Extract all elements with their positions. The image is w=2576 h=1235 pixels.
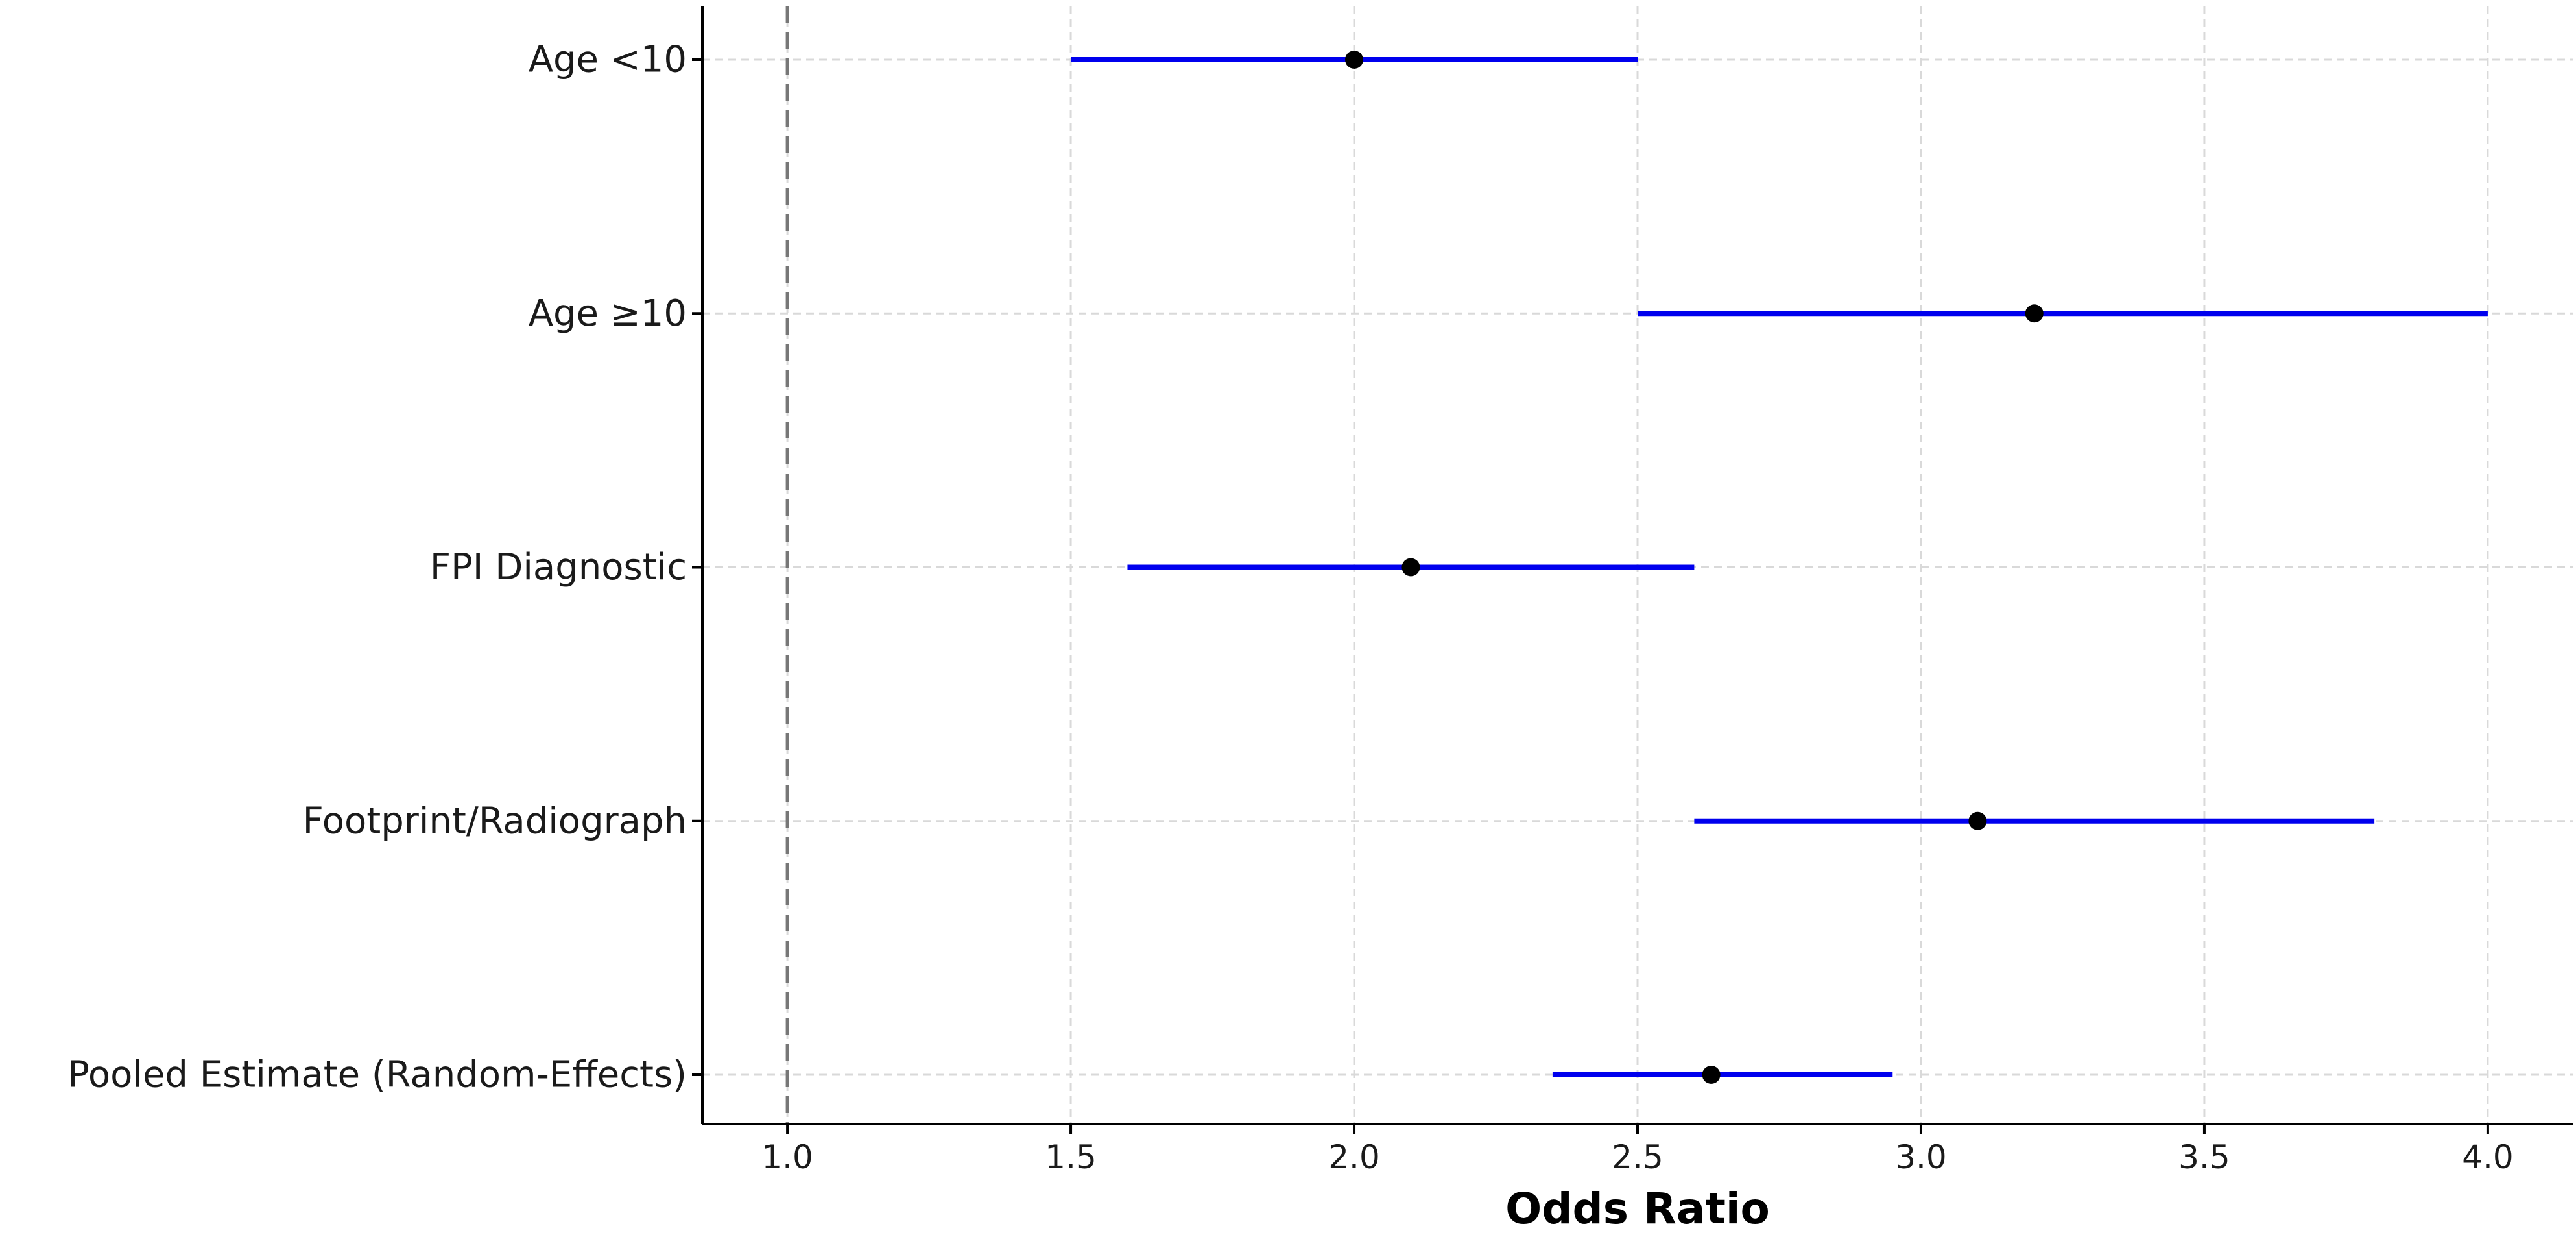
point-estimate (1345, 51, 1364, 69)
x-tick-label: 3.5 (2178, 1138, 2230, 1176)
x-tick-label: 2.0 (1328, 1138, 1380, 1176)
category-label: Pooled Estimate (Random-Effects) (67, 1054, 687, 1096)
labels-layer: Age <10 Age ≥10 FPI Diagnostic Footprint/Ra… (67, 39, 2514, 1177)
point-estimate (1968, 811, 1987, 830)
x-tick-label: 4.0 (2462, 1138, 2514, 1176)
point-estimate (1401, 558, 1420, 577)
category-label: Footprint/Radiograph (303, 800, 687, 842)
point-estimate (2025, 304, 2044, 323)
point-estimate (1702, 1066, 1721, 1084)
category-label: Age <10 (529, 39, 687, 81)
x-tick-label: 1.0 (761, 1138, 813, 1176)
marks-layer (1071, 51, 2488, 1084)
x-tick-label: 2.5 (1612, 1138, 1664, 1176)
category-label: FPI Diagnostic (430, 546, 687, 588)
x-axis-title: Odds Ratio (1505, 1184, 1770, 1234)
x-tick-label: 3.0 (1895, 1138, 1947, 1176)
category-label: Age ≥10 (529, 293, 687, 335)
x-tick-label: 1.5 (1045, 1138, 1097, 1176)
